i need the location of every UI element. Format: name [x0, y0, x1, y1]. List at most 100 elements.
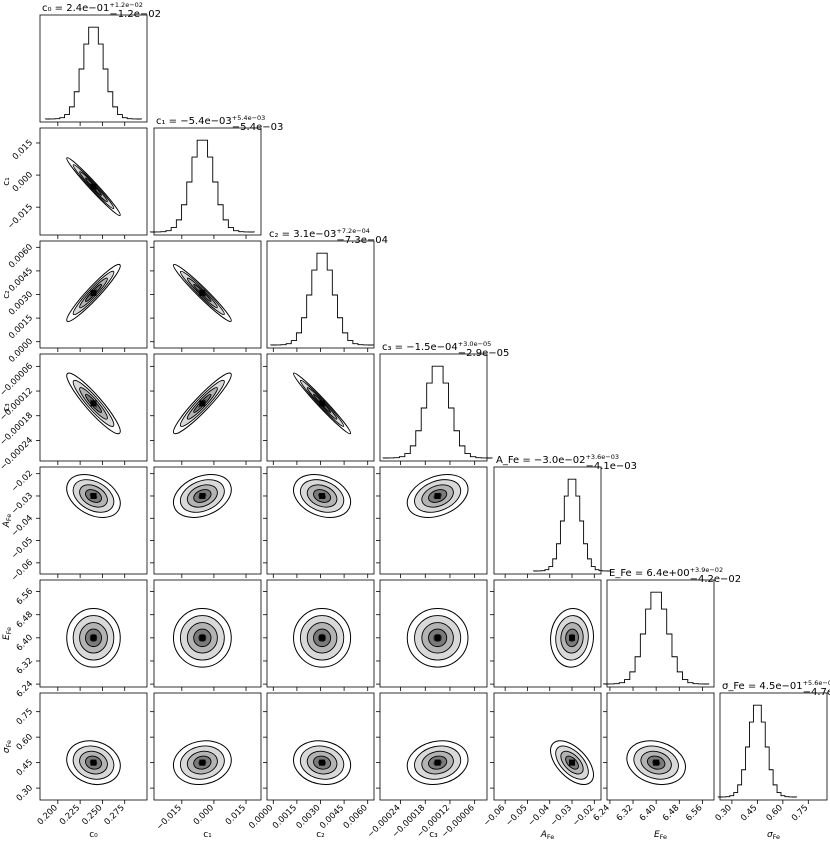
x-tick-label: 6.32	[615, 803, 635, 823]
contour-level-0	[293, 608, 352, 668]
contour-level-0	[172, 608, 232, 668]
contour-panel-5-3	[376, 579, 488, 691]
panel-frame	[153, 466, 262, 575]
x-tick-label: 6.56	[684, 803, 704, 823]
panel-title-2: c₂ = 3.1e−03+7.2e−04	[269, 227, 370, 240]
contour-level-0	[172, 263, 232, 322]
contour-panel-1-0: −0.015 0.000 0.015	[6, 127, 148, 239]
y-axis-label-3: c₃	[2, 403, 12, 412]
x-axis-label-3: c₃	[429, 830, 438, 840]
density-peak	[199, 759, 206, 766]
x-axis-label-5: EFe	[654, 830, 667, 841]
contour-panel-5-4	[490, 579, 602, 691]
x-tick-label: 0.0060	[342, 803, 370, 831]
y-tick-label: 6.32	[15, 656, 35, 676]
panel-title-3: c₃ = −1.5e−04+3.0e−05	[382, 340, 491, 353]
panel-title-6: σ_Fe = 4.5e−01+5.6e−02	[722, 679, 830, 692]
contour-level-0	[172, 474, 232, 518]
histogram-panel-3: c₃ = −1.5e−04+3.0e−05−2.9e−05	[379, 340, 509, 465]
panel-frame	[39, 579, 148, 688]
panel-frame	[153, 579, 262, 688]
density-peak	[90, 492, 97, 499]
histogram-step	[44, 26, 143, 120]
x-tick-label: −0.03	[549, 803, 575, 829]
y-tick-label: 0.000	[11, 170, 35, 194]
y-tick-label: 0.30	[15, 783, 35, 803]
x-tick-label: 6.24	[592, 803, 612, 823]
contour-panel-4-3	[376, 466, 488, 578]
panel-title-sub-6: −4.7e−02	[803, 687, 830, 698]
histogram-step	[149, 139, 255, 233]
histogram-step	[270, 252, 374, 346]
contour-panel-4-1	[150, 466, 262, 578]
histogram-step	[603, 591, 710, 685]
y-tick-label: 0.0060	[7, 242, 35, 270]
density-peak	[90, 289, 97, 296]
y-tick-label: 0.0000	[7, 337, 35, 365]
panel-frame	[266, 240, 375, 349]
panel-frame	[153, 353, 262, 462]
y-tick-label: −0.05	[10, 536, 36, 562]
x-axis-label-1: c₁	[203, 830, 212, 840]
panel-frame	[719, 692, 828, 801]
x-tick-label: −0.05	[504, 803, 530, 829]
panel-frame	[606, 692, 715, 801]
contour-level-0	[550, 740, 594, 785]
contour-panel-6-1: −0.015 0.000 0.015	[150, 692, 262, 832]
density-peak	[199, 289, 206, 296]
histogram-panel-6: σ_Fe = 4.5e−01+5.6e−02−4.7e−02 0.300.45 0.…	[714, 679, 830, 824]
x-axis-label-2: c₂	[316, 830, 325, 840]
y-axis-label-4: AFe	[2, 514, 13, 529]
panel-title-4: A_Fe = −3.0e−02+3.6e−03	[496, 453, 619, 466]
density-peak	[199, 634, 206, 641]
y-tick-label: 0.015	[11, 138, 35, 162]
y-tick-label: 0.0015	[7, 313, 35, 341]
contour-panel-3-0: −0.00024−0.00018−0.00012−0.00006	[0, 353, 148, 472]
y-tick-label: −0.06	[10, 558, 36, 584]
contour-level-0	[66, 372, 121, 435]
contour-panel-3-1	[150, 353, 262, 465]
density-peak	[434, 634, 441, 641]
panel-frame	[379, 692, 488, 801]
panel-frame	[493, 692, 602, 801]
y-tick-label: −0.04	[10, 513, 36, 539]
histogram-panel-1: c₁ = −5.4e−03+5.4e−03−5.4e−03	[149, 114, 283, 239]
contour-level-0	[406, 740, 469, 785]
y-tick-label: 0.0045	[7, 266, 35, 294]
y-tick-label: −0.015	[6, 202, 35, 231]
y-tick-label: 0.75	[15, 707, 35, 727]
contour-level-0	[293, 372, 352, 435]
panel-frame	[493, 466, 602, 575]
contour-level-0	[406, 608, 469, 668]
y-tick-label: 6.40	[15, 633, 35, 653]
panel-frame	[39, 692, 148, 801]
panel-title-sub-5: −4.2e−02	[690, 574, 742, 585]
contour-panel-4-0: −0.06−0.05−0.04−0.03−0.02	[10, 466, 148, 584]
x-tick-label: 0.275	[103, 803, 127, 827]
y-axis-label-5: EFe	[2, 627, 13, 640]
density-peak	[653, 759, 660, 766]
density-peak	[90, 634, 97, 641]
contour-level-0	[172, 372, 232, 435]
density-peak	[319, 634, 326, 641]
contour-level-0	[172, 740, 232, 785]
density-peak	[569, 634, 576, 641]
x-tick-label: 0.0045	[318, 803, 346, 831]
x-tick-label: 0.200	[36, 803, 60, 827]
panel-frame	[493, 579, 602, 688]
x-tick-label: 0.75	[790, 803, 810, 823]
x-tick-label: −0.04	[526, 803, 552, 829]
contour-level-0	[550, 608, 594, 668]
x-tick-label: 0.0030	[295, 803, 323, 831]
x-axis-label-4: AFe	[540, 830, 555, 841]
density-peak	[90, 759, 97, 766]
x-axis-label-6: σFe	[767, 830, 780, 841]
panel-frame	[379, 579, 488, 688]
y-axis-label-2: c₂	[2, 290, 12, 299]
panel-frame	[39, 466, 148, 575]
contour-panel-6-4: −0.06−0.05−0.04−0.03−0.02	[482, 692, 602, 829]
panel-title-5: E_Fe = 6.4e+00+3.9e−02	[609, 566, 723, 579]
contour-level-0	[66, 740, 121, 786]
